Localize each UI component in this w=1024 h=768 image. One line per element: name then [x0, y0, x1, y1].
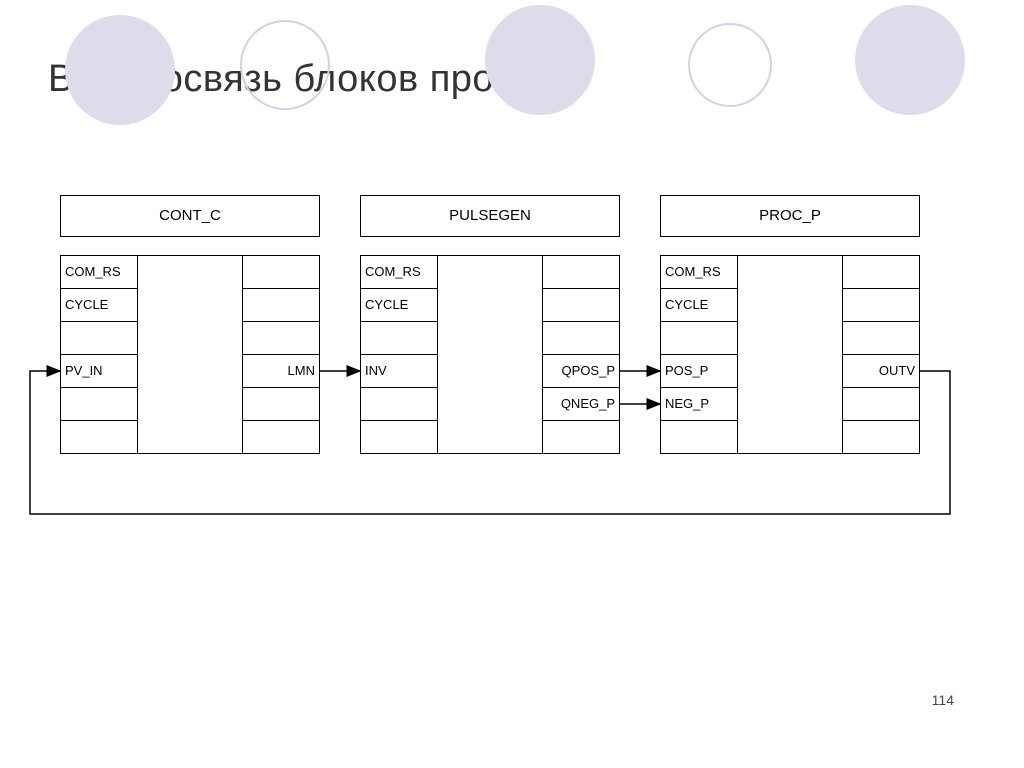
- wires: [30, 195, 1024, 524]
- page-number: 114: [932, 692, 954, 708]
- decor-circle: [485, 5, 595, 115]
- decor-circle: [688, 23, 772, 107]
- decor-circle: [65, 15, 175, 125]
- decor-circle: [855, 5, 965, 115]
- decor-circle: [240, 20, 330, 110]
